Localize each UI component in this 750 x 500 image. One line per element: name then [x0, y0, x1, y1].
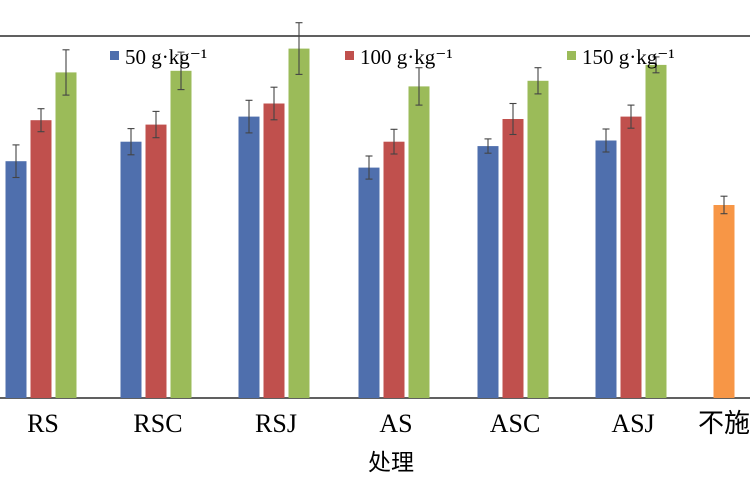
bars-group	[5, 22, 735, 399]
bar-rs-series-1	[5, 161, 27, 398]
bar-as-series-3	[408, 86, 430, 399]
bar-rsc-series-3	[170, 70, 192, 399]
x-axis-label: 处理	[368, 450, 414, 476]
category-label-2: RSC	[133, 409, 182, 438]
bar-as-series-2	[383, 141, 405, 398]
bar-asj-series-1	[595, 140, 617, 398]
legend-swatch-1	[110, 51, 119, 60]
legend-swatch-3	[567, 51, 576, 60]
legend-label-2: 100 g·kg⁻¹	[360, 45, 453, 69]
legend-label-1: 50 g·kg⁻¹	[125, 45, 207, 69]
bar-asc-series-3	[527, 80, 549, 399]
bar-asc-series-2	[502, 119, 524, 398]
bar-rsc-series-1	[120, 141, 142, 398]
bar-asc-series-1	[477, 146, 499, 398]
category-label-6: ASJ	[611, 409, 654, 438]
bar-as-series-1	[358, 167, 380, 398]
category-label-4: AS	[379, 409, 412, 438]
category-label-5: ASC	[490, 409, 541, 438]
bar-不施-series-4	[713, 205, 735, 398]
category-label-1: RS	[27, 409, 59, 438]
legend: 50 g·kg⁻¹ 100 g·kg⁻¹ 150 g·kg⁻¹	[110, 45, 675, 69]
bar-rsj-series-3	[288, 48, 310, 398]
bar-asj-series-3	[645, 64, 667, 399]
bar-rsj-series-1	[238, 116, 260, 398]
legend-swatch-2	[345, 51, 354, 60]
category-label-3: RSJ	[255, 409, 297, 438]
category-labels: RS RSC RSJ AS ASC ASJ 不施	[27, 409, 750, 438]
bar-rsc-series-2	[145, 124, 167, 398]
bar-rs-series-2	[30, 120, 52, 398]
bar-rs-series-3	[55, 72, 77, 399]
bar-asj-series-2	[620, 116, 642, 398]
category-label-7: 不施	[698, 409, 750, 438]
legend-label-3: 150 g·kg⁻¹	[582, 45, 675, 69]
bar-rsj-series-2	[263, 103, 285, 398]
